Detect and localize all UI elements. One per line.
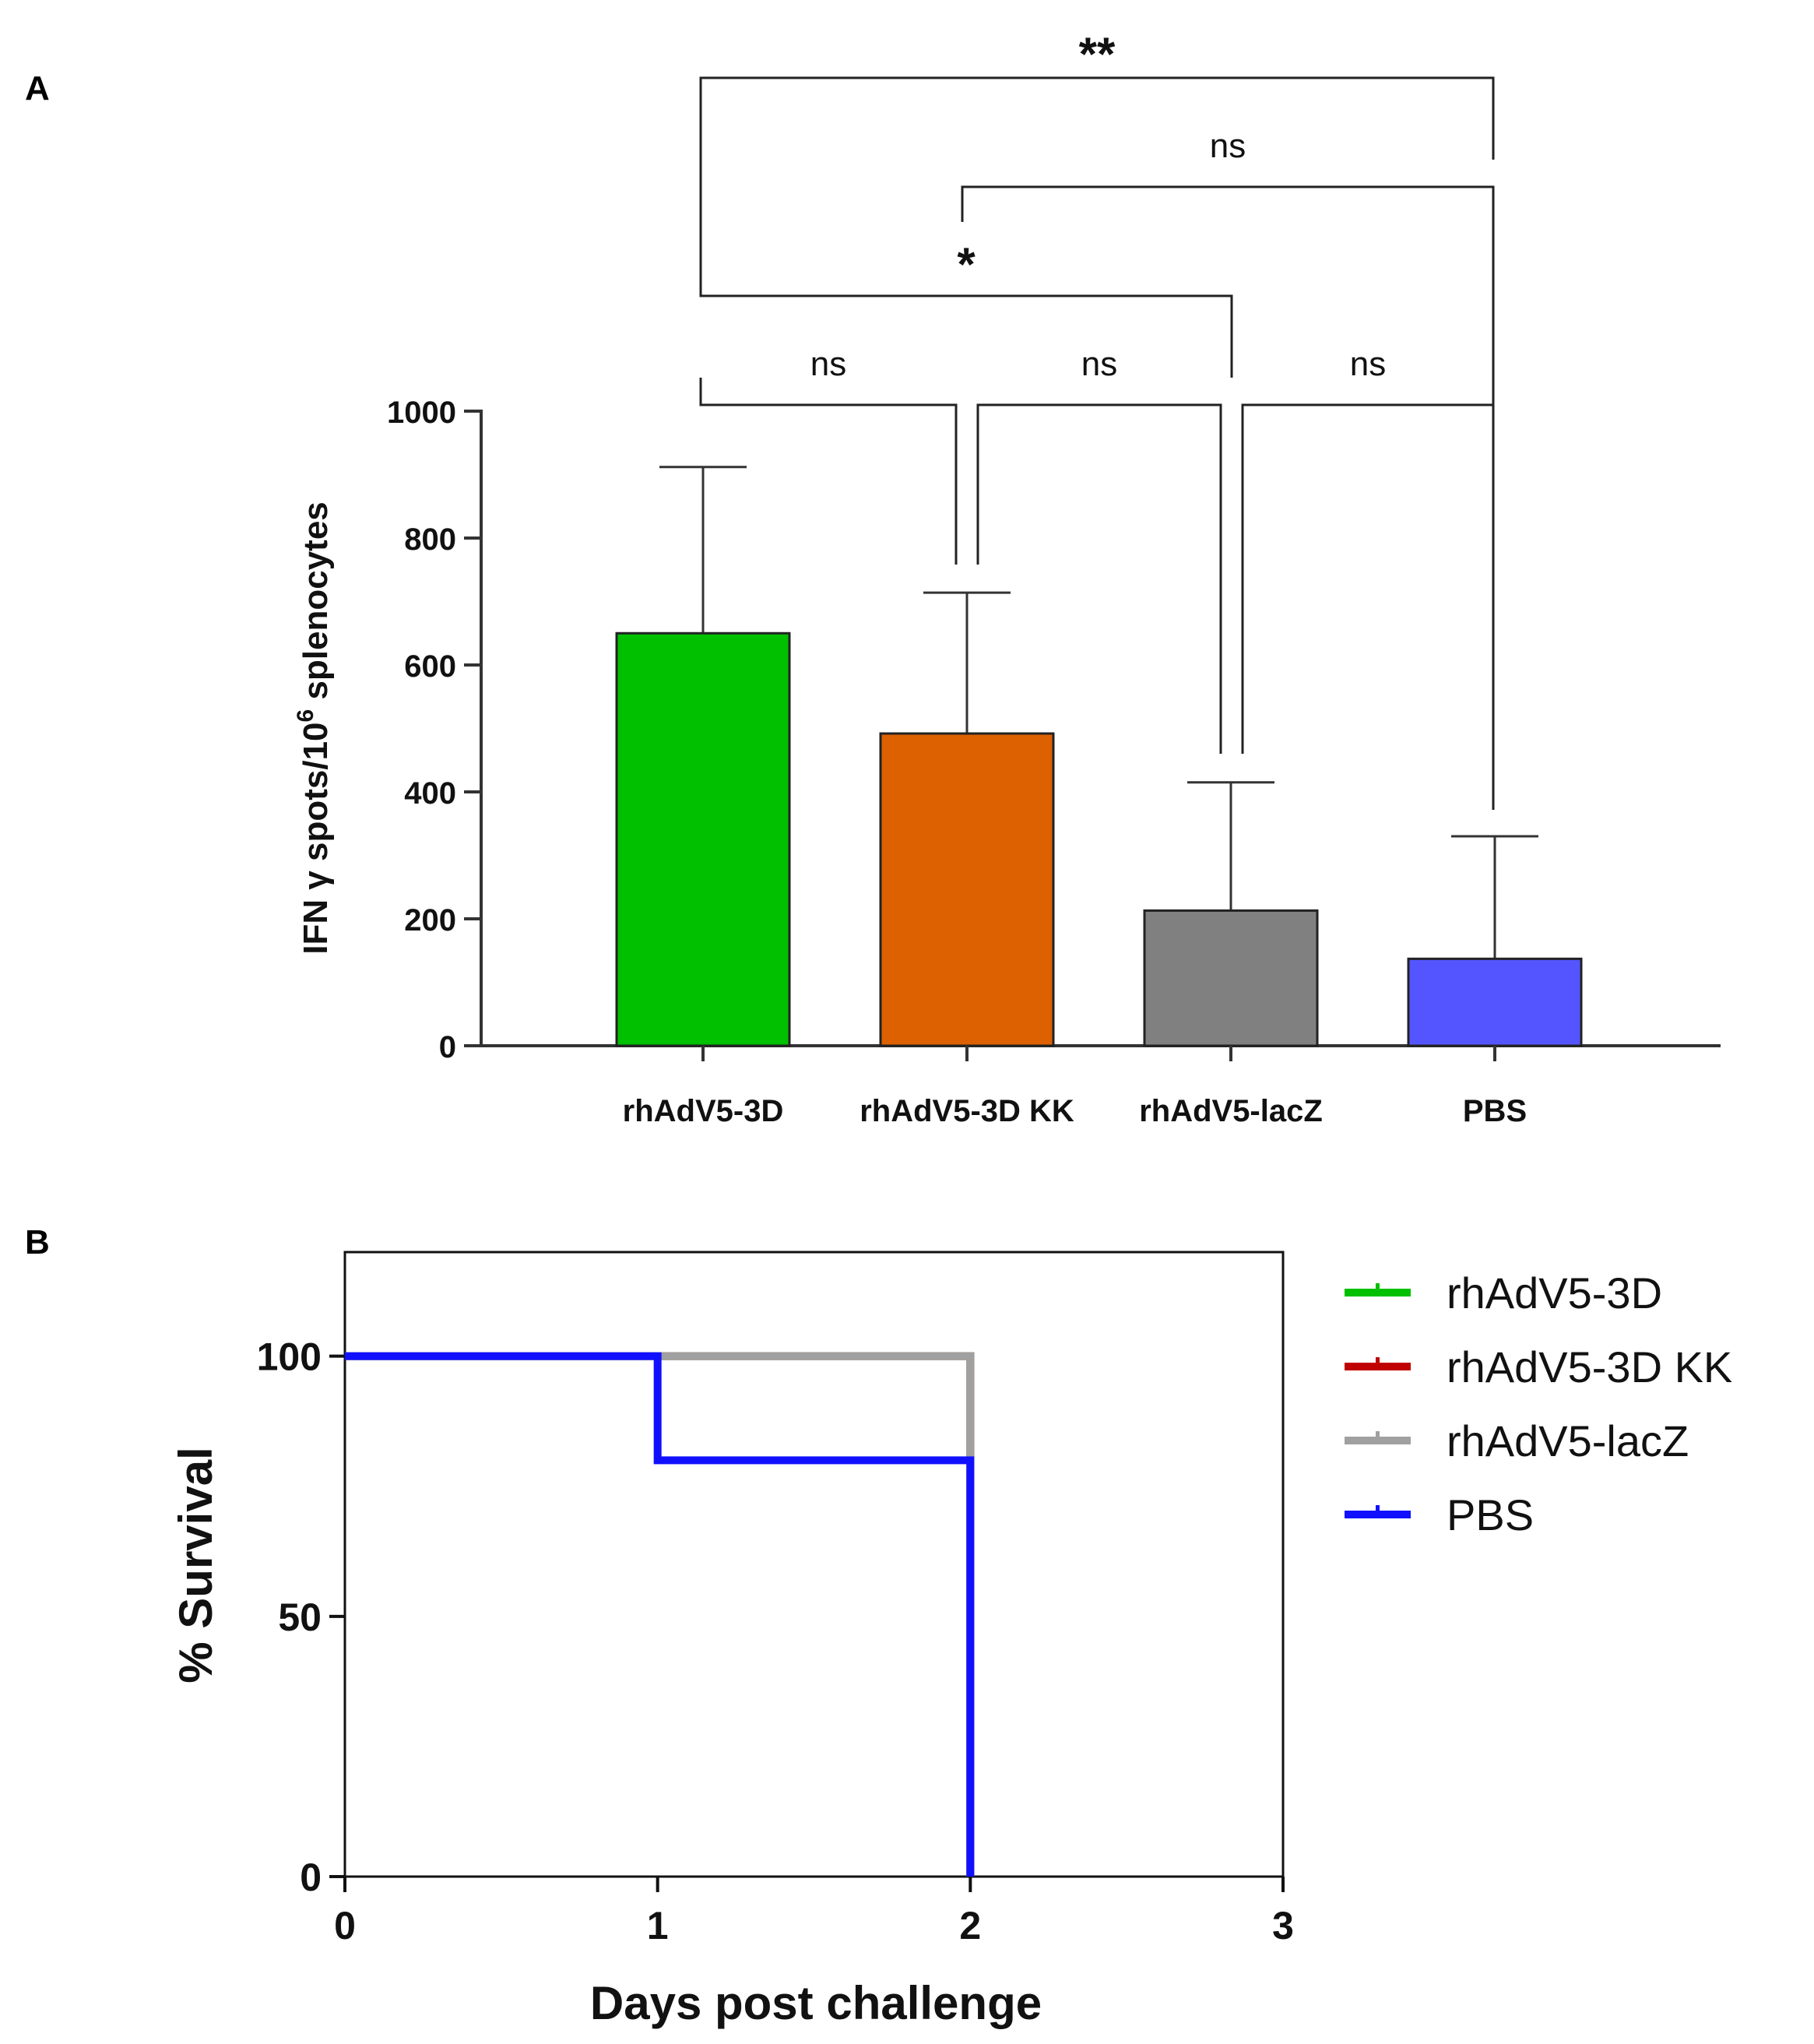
- legend-label-3: PBS: [1447, 1490, 1534, 1539]
- significance-label: *: [957, 238, 976, 290]
- legend-label-2: rhAdV5-lacZ: [1447, 1416, 1689, 1465]
- y-axis-label: % Survival: [170, 1447, 222, 1683]
- x-tick-label: 1: [647, 1904, 669, 1947]
- significance-bracket: [699, 76, 1495, 265]
- significance-bracket: [961, 185, 1495, 810]
- y-tick-label: 800: [404, 522, 456, 557]
- y-axis-label-superscript: 6: [293, 709, 318, 723]
- bar-0: [615, 631, 791, 1047]
- x-tick-label: rhAdV5-3D: [623, 1094, 784, 1128]
- legend-label-1: rhAdV5-3D KK: [1447, 1342, 1732, 1391]
- x-tick-label: rhAdV5-lacZ: [1139, 1094, 1323, 1128]
- y-tick-label: 100: [257, 1335, 322, 1379]
- significance-label: ns: [1081, 345, 1117, 383]
- bar-1: [879, 732, 1055, 1047]
- significance-bracket: [1241, 378, 1495, 754]
- significance-label: **: [1079, 28, 1116, 80]
- y-axis-label: IFN γ spots/106 splenocytes: [293, 501, 335, 955]
- y-axis-label-tail: splenocytes: [297, 501, 335, 709]
- y-axis-label-main: IFN γ spots/10: [297, 722, 335, 954]
- y-tick-label: 0: [439, 1030, 456, 1064]
- significance-label: ns: [1210, 127, 1246, 165]
- y-tick-label: 0: [300, 1856, 322, 1899]
- x-tick-label: 2: [959, 1904, 981, 1947]
- x-tick-label: rhAdV5-3D KK: [860, 1094, 1074, 1128]
- y-tick-label: 600: [404, 649, 456, 684]
- y-tick-label: 200: [404, 903, 456, 938]
- x-axis-label: Days post challenge: [590, 1977, 1042, 2029]
- x-tick-label: 0: [334, 1904, 356, 1947]
- bar-3: [1407, 957, 1583, 1047]
- panel-label-a: A: [25, 69, 50, 107]
- panel-label-b: B: [25, 1223, 50, 1261]
- significance-bracket: [699, 265, 1233, 378]
- y-tick-label: 50: [278, 1595, 322, 1639]
- significance-label: ns: [810, 345, 846, 383]
- y-tick-label: 400: [404, 776, 456, 811]
- bar-chart-panel-a: 0 200 400 600 800 1000 rhAdV5-3D rhAdV5-3D KK rh…: [293, 28, 1721, 1128]
- plot-frame: [343, 1251, 1285, 1878]
- legend-label-0: rhAdV5-3D: [1447, 1268, 1662, 1318]
- x-tick-label: PBS: [1463, 1094, 1527, 1128]
- y-tick-label: 1000: [387, 396, 456, 430]
- bar-2: [1143, 909, 1319, 1047]
- significance-bracket: [976, 403, 1222, 754]
- significance-bracket: [699, 378, 958, 565]
- survival-chart-panel-b: 0 50 100 0 1 2 3 Days post challenge % Survival r…: [170, 1251, 1732, 2029]
- significance-label: ns: [1350, 345, 1386, 383]
- series-line-3: [345, 1352, 975, 1877]
- x-tick-label: 3: [1272, 1904, 1294, 1947]
